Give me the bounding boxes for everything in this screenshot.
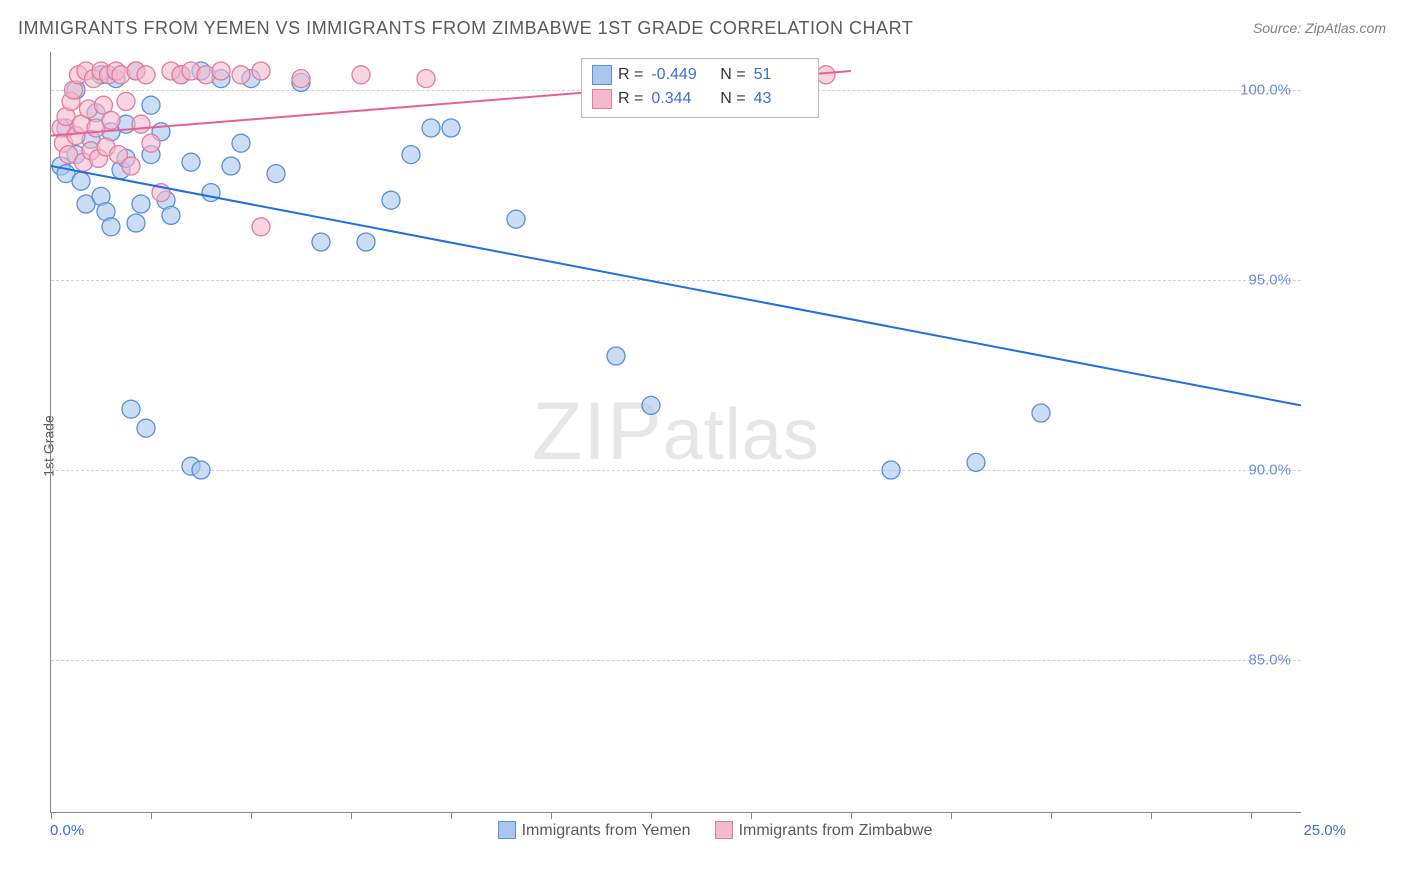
data-point bbox=[417, 70, 435, 88]
data-point bbox=[202, 184, 220, 202]
plot-area: ZIPatlas 100.0%95.0%90.0%85.0%R =-0.449 … bbox=[50, 52, 1301, 813]
data-point bbox=[422, 119, 440, 137]
data-point bbox=[212, 62, 230, 80]
x-tick bbox=[1051, 812, 1052, 819]
data-point bbox=[182, 153, 200, 171]
data-point bbox=[192, 461, 210, 479]
data-point bbox=[882, 461, 900, 479]
chart-title: IMMIGRANTS FROM YEMEN VS IMMIGRANTS FROM… bbox=[18, 18, 913, 39]
data-point bbox=[102, 218, 120, 236]
n-label: N = bbox=[711, 63, 745, 87]
x-tick bbox=[951, 812, 952, 819]
data-point bbox=[607, 347, 625, 365]
data-point bbox=[122, 157, 140, 175]
x-tick bbox=[751, 812, 752, 819]
legend-swatch-icon bbox=[498, 821, 516, 839]
trend-line bbox=[51, 166, 1301, 405]
n-label: N = bbox=[711, 87, 745, 111]
data-point bbox=[122, 400, 140, 418]
source-label: Source: ZipAtlas.com bbox=[1253, 20, 1386, 36]
data-point bbox=[232, 66, 250, 84]
x-tick bbox=[1151, 812, 1152, 819]
r-value: 0.344 bbox=[651, 87, 705, 111]
x-tick bbox=[451, 812, 452, 819]
data-point bbox=[137, 419, 155, 437]
data-point bbox=[137, 66, 155, 84]
r-label: R = bbox=[618, 63, 643, 87]
data-point bbox=[642, 396, 660, 414]
r-label: R = bbox=[618, 87, 643, 111]
r-value: -0.449 bbox=[651, 63, 705, 87]
data-point bbox=[102, 111, 120, 129]
data-point bbox=[817, 66, 835, 84]
data-point bbox=[222, 157, 240, 175]
scatter-svg bbox=[51, 52, 1301, 812]
stats-row: R = 0.344 N = 43 bbox=[592, 87, 808, 111]
data-point bbox=[507, 210, 525, 228]
data-point bbox=[72, 172, 90, 190]
x-tick bbox=[851, 812, 852, 819]
data-point bbox=[312, 233, 330, 251]
legend-swatch-icon bbox=[592, 89, 612, 109]
data-point bbox=[117, 92, 135, 110]
data-point bbox=[442, 119, 460, 137]
bottom-legend: Immigrants from Yemen Immigrants from Zim… bbox=[0, 822, 1406, 840]
data-point bbox=[357, 233, 375, 251]
x-tick bbox=[651, 812, 652, 819]
x-tick bbox=[251, 812, 252, 819]
data-point bbox=[132, 115, 150, 133]
data-point bbox=[132, 195, 150, 213]
stats-row: R = -0.449 N = 51 bbox=[592, 63, 808, 87]
stats-box: R = -0.449 N = 51 R = 0.344 N = 43 bbox=[581, 58, 819, 118]
data-point bbox=[142, 96, 160, 114]
data-point bbox=[252, 218, 270, 236]
data-point bbox=[142, 134, 160, 152]
legend-label: Immigrants from Zimbabwe bbox=[739, 822, 933, 839]
data-point bbox=[252, 62, 270, 80]
data-point bbox=[402, 146, 420, 164]
x-tick bbox=[551, 812, 552, 819]
n-value: 43 bbox=[754, 87, 808, 111]
n-value: 51 bbox=[754, 63, 808, 87]
data-point bbox=[267, 165, 285, 183]
x-tick bbox=[51, 812, 52, 819]
data-point bbox=[127, 214, 145, 232]
x-tick bbox=[351, 812, 352, 819]
data-point bbox=[162, 206, 180, 224]
data-point bbox=[1032, 404, 1050, 422]
x-tick bbox=[1251, 812, 1252, 819]
data-point bbox=[352, 66, 370, 84]
legend-label: Immigrants from Yemen bbox=[522, 822, 691, 839]
data-point bbox=[232, 134, 250, 152]
legend-swatch-icon bbox=[592, 65, 612, 85]
data-point bbox=[382, 191, 400, 209]
data-point bbox=[967, 453, 985, 471]
data-point bbox=[292, 70, 310, 88]
legend-swatch-icon bbox=[715, 821, 733, 839]
x-tick bbox=[151, 812, 152, 819]
